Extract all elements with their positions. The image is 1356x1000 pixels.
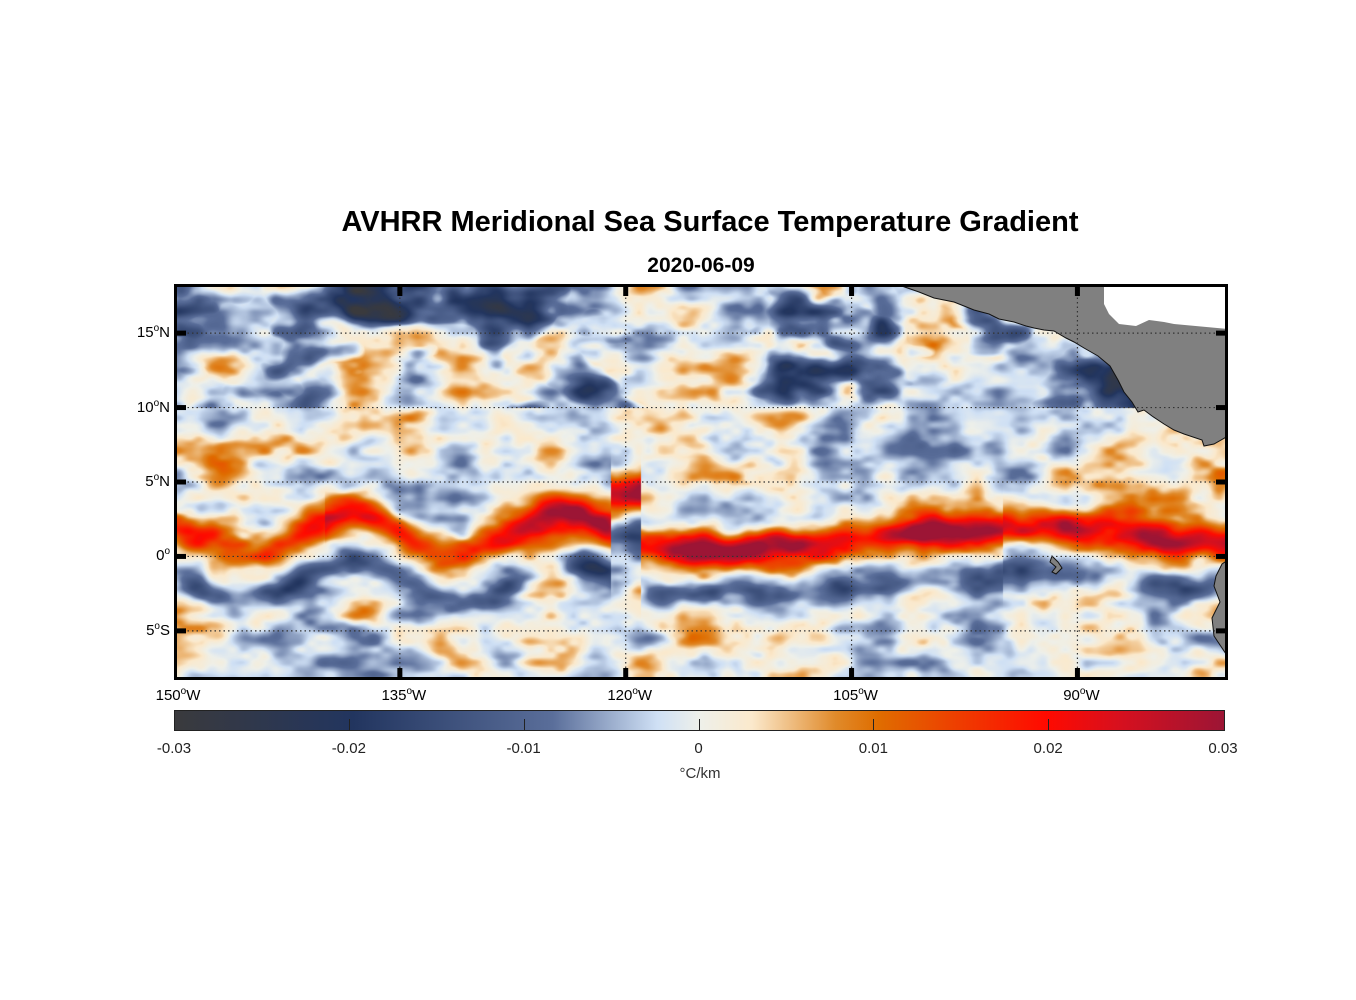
colorbar-tick — [523, 719, 525, 730]
lon-tick-mark — [623, 668, 629, 680]
colorbar-tick-label: -0.02 — [331, 740, 366, 757]
lat-tick-mark — [174, 553, 186, 559]
lat-tick-mark — [1216, 628, 1228, 634]
land-central-america — [895, 284, 1228, 447]
lon-tick-label: 105oW — [833, 686, 878, 704]
lat-tick-label: 15oN — [136, 323, 170, 342]
lat-tick-mark — [1216, 330, 1228, 336]
land-gulf-of-mexico-water — [1104, 284, 1228, 329]
lat-tick-mark — [1216, 479, 1228, 485]
colorbar-tick — [1048, 719, 1050, 730]
lon-tick-label: 120oW — [607, 686, 653, 704]
lon-tick-mark — [849, 284, 855, 296]
colorbar-tick-label: 0 — [694, 740, 703, 757]
land-galapagos — [1049, 555, 1063, 575]
lat-tick-label: 10oN — [136, 397, 170, 416]
lat-tick-mark — [1216, 405, 1228, 411]
colorbar-tick — [348, 719, 350, 730]
lat-tick-mark — [174, 405, 186, 411]
lat-tick-mark — [174, 628, 186, 634]
lat-tick-mark — [174, 330, 186, 336]
colorbar-tick-label: -0.03 — [156, 740, 192, 757]
lat-tick-mark — [1216, 553, 1228, 559]
lon-tick-label: 135oW — [381, 686, 427, 704]
colorbar-unit-label: °C/km — [679, 765, 721, 782]
lat-tick-mark — [174, 479, 186, 485]
lon-tick-label: 150oW — [155, 686, 201, 704]
colorbar-tick-label: 0.02 — [1033, 740, 1063, 757]
colorbar-tick-label: 0.03 — [1208, 740, 1238, 757]
lon-tick-mark — [397, 668, 403, 680]
chart-subtitle: 2020-06-09 — [647, 254, 755, 277]
colorbar-tick — [873, 719, 875, 730]
lon-tick-mark — [1074, 668, 1080, 680]
map-overlay — [895, 284, 1228, 661]
chart-title: AVHRR Meridional Sea Surface Temperature… — [341, 206, 1079, 238]
lon-tick-mark — [623, 284, 629, 296]
lat-tick-label: 0o — [156, 546, 170, 565]
map-frame — [174, 284, 1228, 680]
lon-tick-mark — [397, 284, 403, 296]
colorbar-tick-label: 0.01 — [858, 740, 888, 757]
lon-tick-mark — [849, 668, 855, 680]
colorbar-tick — [698, 719, 700, 730]
lon-tick-mark — [1074, 284, 1080, 296]
lon-tick-label: 90oW — [1063, 686, 1100, 704]
map-gridlines — [174, 284, 1228, 680]
colorbar — [174, 710, 1225, 731]
colorbar-tick-label: -0.01 — [506, 740, 541, 757]
lat-tick-label: 5oN — [145, 472, 170, 490]
lat-tick-label: 5oS — [146, 620, 170, 639]
map-plot-area — [174, 284, 1228, 680]
